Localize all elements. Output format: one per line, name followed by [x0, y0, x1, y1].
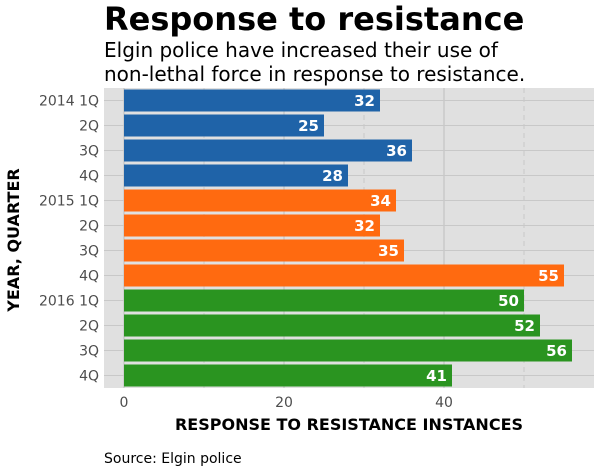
bar-data-label: 32: [354, 217, 375, 235]
bar-data-label: 55: [538, 267, 559, 285]
bar-data-label: 50: [498, 292, 519, 310]
bar-data-label: 34: [370, 192, 391, 210]
y-tick-label: 2016 1Q: [39, 294, 99, 310]
y-tick-label: 3Q: [79, 344, 99, 360]
y-tick-label: 2Q: [79, 319, 99, 335]
chart-subtitle: Elgin police have increased their use of…: [104, 38, 594, 86]
bar-data-label: 36: [386, 142, 407, 160]
y-axis-title: YEAR, QUARTER: [4, 168, 23, 312]
y-tick-label: 3Q: [79, 244, 99, 260]
y-tick-label: 2Q: [79, 219, 99, 235]
bar: [124, 239, 404, 262]
bar-data-label: 28: [322, 167, 343, 185]
y-tick-label: 4Q: [79, 269, 99, 285]
x-axis-tick-labels: 0 20 40: [120, 395, 453, 411]
y-tick-label: 4Q: [79, 369, 99, 385]
x-tick-label: 40: [435, 395, 453, 411]
chart-subtitle-line-1: Elgin police have increased their use of: [104, 38, 498, 62]
x-tick-label: 0: [120, 395, 129, 411]
x-axis-title: RESPONSE TO RESISTANCE INSTANCES: [175, 415, 523, 434]
bar-data-label: 32: [354, 92, 375, 110]
bar: [124, 364, 452, 387]
y-tick-label: 4Q: [79, 169, 99, 185]
bar: [124, 114, 324, 137]
plot-panel: [104, 88, 594, 388]
y-tick-label: 2014 1Q: [39, 94, 99, 110]
bar-data-label: 35: [378, 242, 399, 260]
source-note: Source: Elgin police: [104, 451, 242, 467]
bar: [124, 264, 564, 287]
bar-data-label: 41: [426, 367, 447, 385]
bar: [124, 89, 380, 112]
y-tick-label: 2015 1Q: [39, 194, 99, 210]
bar: [124, 139, 412, 162]
bar-data-label: 56: [546, 342, 567, 360]
bar-data-label: 25: [298, 117, 319, 135]
y-tick-label: 3Q: [79, 144, 99, 160]
bar: [124, 289, 524, 312]
bar: [124, 214, 380, 237]
bar-data-label: 52: [514, 317, 535, 335]
bar: [124, 314, 540, 337]
x-tick-label: 20: [275, 395, 293, 411]
chart-title: Response to resistance: [104, 0, 525, 38]
chart-subtitle-line-2: non-lethal force in response to resistan…: [104, 62, 526, 86]
y-tick-label: 2Q: [79, 119, 99, 135]
y-axis-tick-labels: 2014 1Q 2Q 3Q 4Q 2015 1Q 2Q 3Q 4Q 2016 1Q 2Q 3Q 4Q: [39, 94, 99, 385]
bar: [124, 339, 572, 362]
bar: [124, 189, 396, 212]
bar: [124, 164, 348, 187]
